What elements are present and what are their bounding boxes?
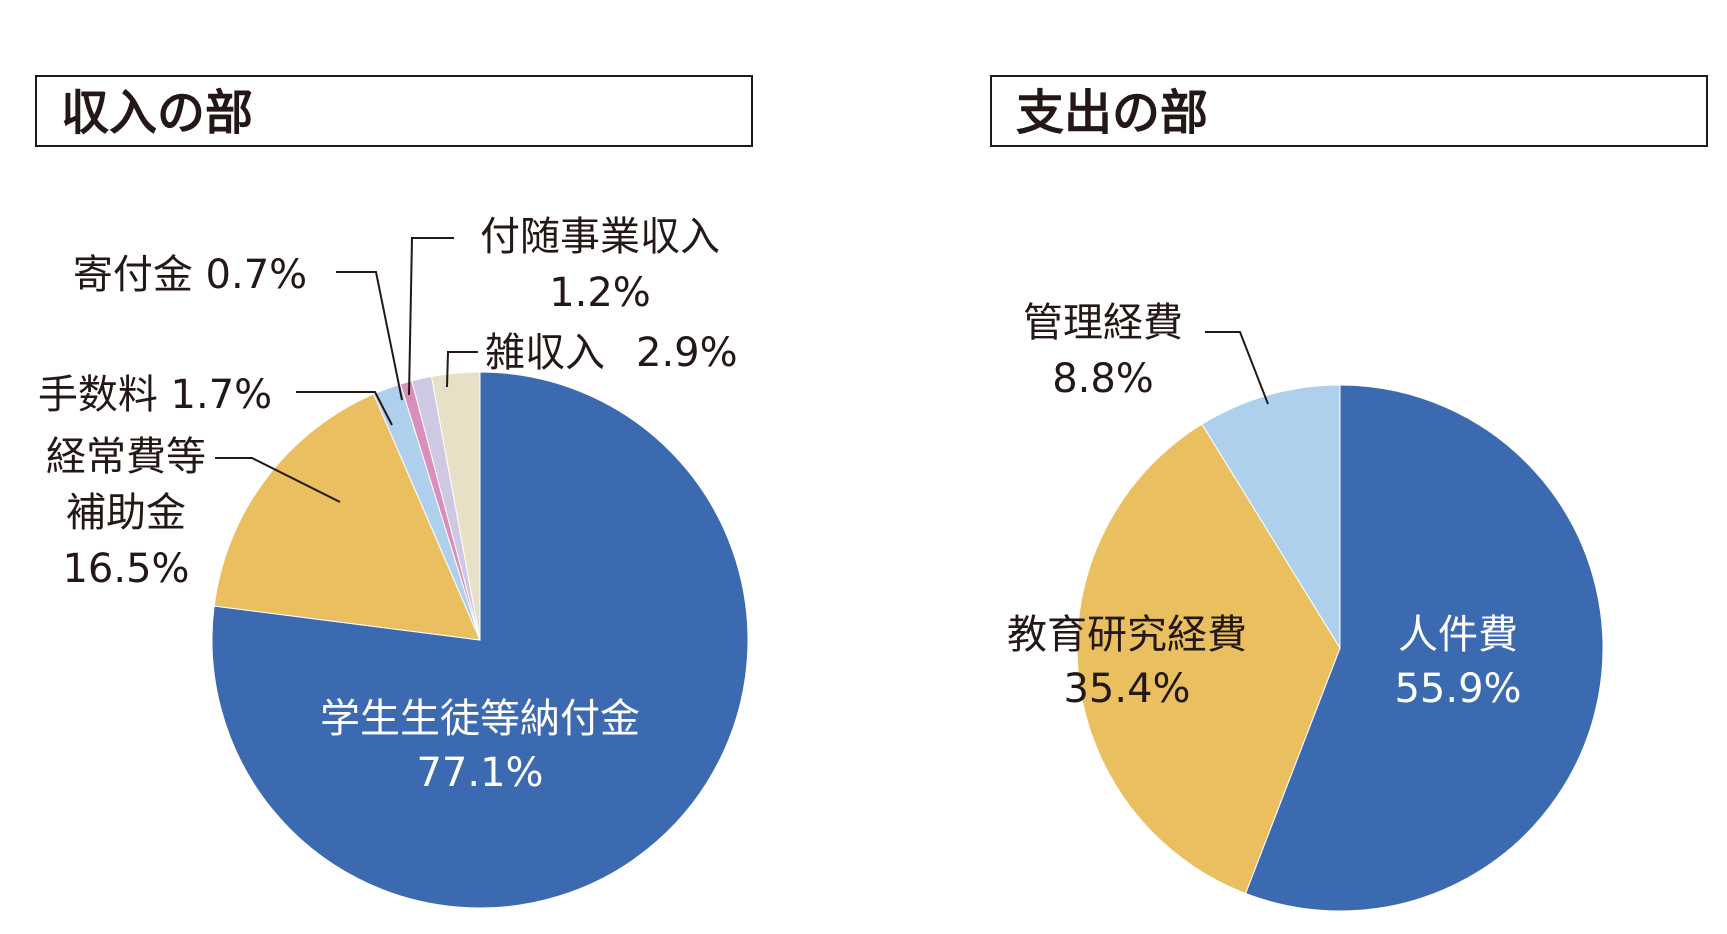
expense-title: 支出の部 [1016, 85, 1209, 141]
income-title-box: 収入の部 [35, 75, 753, 147]
expense-label-2: 管理経費 [1023, 300, 1183, 346]
income-value-0: 77.1% [416, 750, 543, 796]
expense-value-0: 55.9% [1394, 666, 1521, 712]
income-value-1: 16.5% [62, 546, 189, 592]
expense-leader-2 [1205, 331, 1269, 405]
income-leader-2 [296, 391, 393, 426]
expense-value-1: 35.4% [1063, 666, 1190, 712]
income-leader-3 [336, 271, 403, 401]
income-label-5: 雑収入 [485, 330, 605, 376]
expense-label-0: 人件費 [1398, 612, 1518, 658]
expense-slice-2 [1201, 384, 1341, 650]
expense-label-1: 教育研究経費 [1007, 612, 1247, 658]
income-value-4: 1.2% [549, 270, 651, 316]
income-leader-1 [215, 457, 341, 503]
income-label-1b: 補助金 [66, 490, 186, 536]
income-label-2: 手数料 1.7% [38, 372, 272, 418]
expense-value-2: 8.8% [1052, 356, 1154, 402]
income-leader-5 [446, 351, 478, 388]
expense-slice-0 [1244, 384, 1604, 912]
income-slice-1 [213, 393, 481, 641]
income-value-5: 2.9% [636, 330, 738, 376]
income-label-1a: 経常費等 [46, 434, 206, 480]
income-label-3: 寄付金 0.7% [73, 252, 307, 298]
income-label-4: 付随事業収入 [480, 214, 720, 260]
income-slice-5 [430, 371, 481, 641]
income-leader-4 [408, 237, 454, 396]
income-label-0: 学生生徒等納付金 [320, 696, 640, 742]
income-title: 収入の部 [61, 85, 254, 141]
expense-title-box: 支出の部 [990, 75, 1708, 147]
